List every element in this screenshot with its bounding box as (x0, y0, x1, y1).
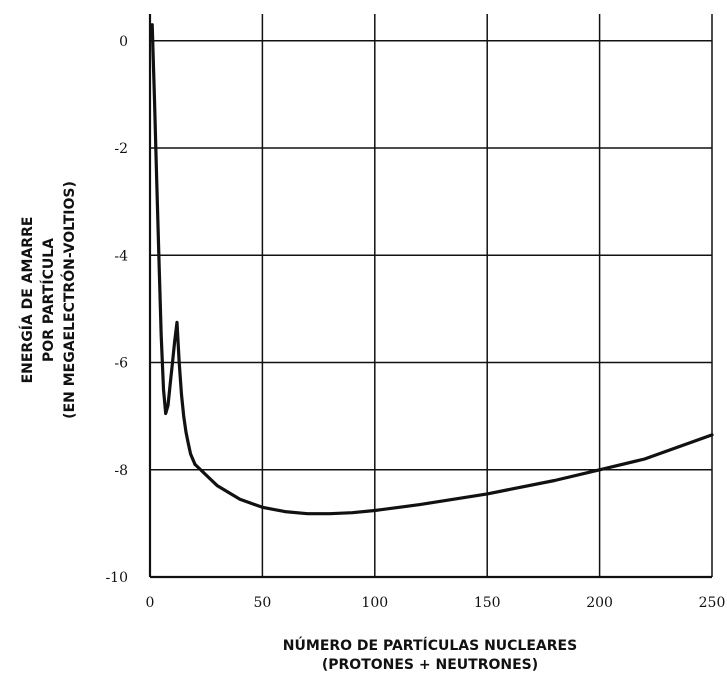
y-tick-label-1: -2 (114, 141, 128, 157)
x-tick-label-0: 0 (146, 595, 155, 611)
y-tick-label-5: -10 (105, 570, 128, 586)
y-tick-label-3: -6 (114, 356, 128, 372)
x-axis-label-line-1: NÚMERO DE PARTÍCULAS NUCLEARES (283, 636, 577, 654)
y-tick-label-4: -8 (114, 463, 128, 479)
y-tick-labels: 0 -2 -4 -6 -8 -10 (105, 34, 128, 586)
grid (148, 14, 713, 579)
x-tick-label-2: 100 (361, 595, 388, 611)
y-axis-label-line-1: ENERGÍA DE AMARRE (19, 217, 36, 384)
y-axis-label-line-3: (EN MEGAELECTRÓN-VOLTIOS) (60, 181, 78, 419)
x-tick-label-3: 150 (474, 595, 501, 611)
series-line-0 (150, 23, 197, 466)
y-tick-label-0: 0 (119, 34, 128, 50)
series-line-1 (193, 433, 714, 516)
x-tick-label-1: 50 (253, 595, 271, 611)
data-lines (150, 23, 714, 516)
x-tick-labels: 0 50 100 150 200 250 (146, 595, 726, 611)
x-tick-label-4: 200 (586, 595, 613, 611)
y-tick-label-2: -4 (114, 248, 128, 264)
y-axis-label-line-2: POR PARTÍCULA (40, 238, 57, 362)
x-tick-label-5: 250 (699, 595, 726, 611)
x-axis-label-line-2: (PROTONES + NEUTRONES) (322, 657, 538, 673)
